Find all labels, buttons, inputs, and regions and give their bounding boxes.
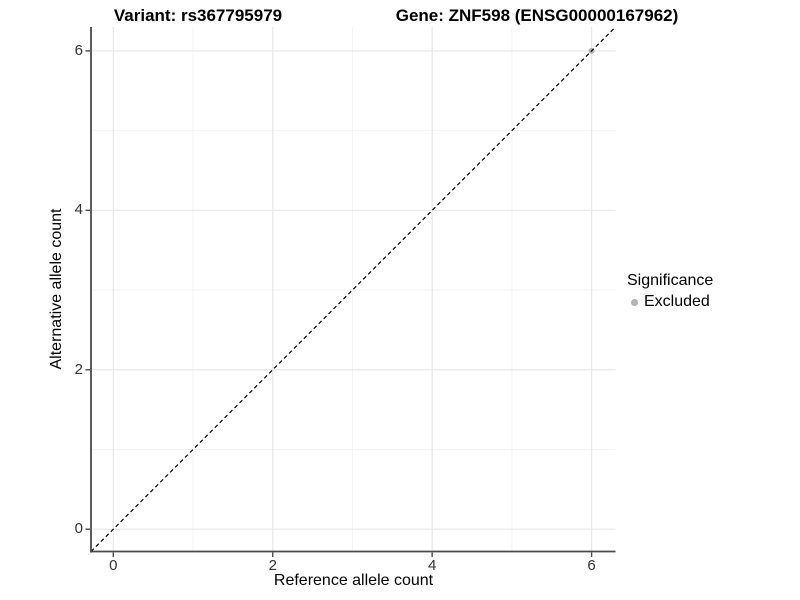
legend-point-icon <box>631 298 638 306</box>
legend-item-excluded: Excluded <box>627 293 713 311</box>
y-tick-label: 4 <box>74 201 83 219</box>
legend-item-label: Excluded <box>644 293 710 310</box>
plot-title-gene: Gene: ZNF598 (ENSG00000167962) <box>395 6 679 25</box>
identity-reference-line <box>90 26 616 552</box>
y-tick-label: 6 <box>74 41 83 59</box>
legend: Significance Excluded <box>627 272 713 311</box>
x-tick-label: 6 <box>587 557 596 574</box>
y-tick-label: 0 <box>74 520 83 538</box>
y-axis-label: Alternative allele count <box>48 208 65 370</box>
legend-title: Significance <box>627 272 714 289</box>
y-tick-label: 2 <box>74 360 83 378</box>
x-tick-label: 0 <box>109 557 118 574</box>
x-tick-label: 4 <box>427 557 437 574</box>
plot-title-variant: Variant: rs367795979 <box>113 6 283 25</box>
x-axis-label: Reference allele count <box>273 572 434 589</box>
x-tick-label: 2 <box>268 557 277 574</box>
